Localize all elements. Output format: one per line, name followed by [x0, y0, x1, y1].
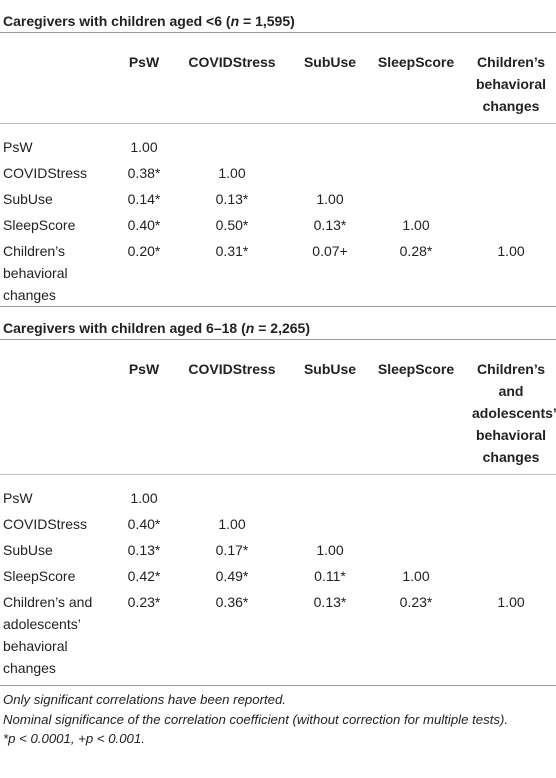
cell — [170, 134, 294, 160]
cell — [466, 186, 556, 212]
table-row: SubUse 0.13* 0.17* 1.00 — [0, 537, 556, 563]
cell: 1.00 — [316, 542, 344, 558]
table-row: COVIDStress 0.38* 1.00 — [0, 160, 556, 186]
cell: 0.36* — [215, 594, 249, 610]
note-line-1: Only significant correlations have been … — [3, 692, 286, 707]
cell — [294, 134, 366, 160]
cell: 1.00 — [130, 490, 158, 506]
row-label: SubUse — [3, 542, 53, 558]
cell: 1.00 — [497, 594, 525, 610]
row-label: Children’s behavioral changes — [3, 243, 68, 303]
correlation-table-figure: Caregivers with children aged <6 (n = 1,… — [0, 0, 556, 749]
section1-header-psw: PsW — [128, 54, 160, 70]
cell — [366, 485, 466, 511]
cell: 0.13* — [127, 542, 161, 558]
cell: 0.07+ — [312, 243, 348, 259]
table-row: Children’s behavioral changes 0.20* 0.31… — [0, 238, 556, 307]
row-label: COVIDStress — [3, 516, 88, 532]
cell — [466, 537, 556, 563]
cell — [466, 134, 556, 160]
section1-top-rule — [0, 32, 556, 51]
cell: 0.13* — [215, 191, 249, 207]
table-row: SleepScore 0.40* 0.50* 0.13* 1.00 — [0, 212, 556, 238]
row-label: SleepScore — [3, 217, 76, 233]
section2-header-psw: PsW — [128, 361, 160, 377]
section2-header-top-rule — [0, 339, 556, 358]
cell: 1.00 — [402, 568, 430, 584]
cell — [466, 485, 556, 511]
cell: 1.00 — [402, 217, 430, 233]
section1-title-row: Caregivers with children aged <6 (n = 1,… — [0, 0, 556, 33]
section2-header-row: PsW COVIDStress SubUse SleepScore Childr… — [0, 358, 556, 475]
cell: 1.00 — [497, 243, 525, 259]
cell: 0.20* — [127, 243, 161, 259]
cell: 0.38* — [127, 165, 161, 181]
cell: 0.23* — [127, 594, 161, 610]
section2-header-covidstress: COVIDStress — [188, 361, 276, 377]
cell — [366, 134, 466, 160]
cell — [294, 511, 366, 537]
cell: 1.00 — [130, 139, 158, 155]
row-label: Children’s and adolescents’ behavioral c… — [3, 594, 93, 676]
cell: 0.28* — [399, 243, 433, 259]
cell: 1.00 — [316, 191, 344, 207]
table-notes: Only significant correlations have been … — [0, 685, 556, 749]
cell: 0.40* — [127, 217, 161, 233]
cell: 0.13* — [313, 594, 347, 610]
table-row: PsW 1.00 — [0, 134, 556, 160]
cell: 0.14* — [127, 191, 161, 207]
cell: 0.50* — [215, 217, 249, 233]
section2-header-sleepscore: SleepScore — [377, 361, 455, 377]
section1-header-sleepscore: SleepScore — [377, 54, 455, 70]
row-label: SubUse — [3, 191, 53, 207]
cell — [294, 485, 366, 511]
table-row: SubUse 0.14* 0.13* 1.00 — [0, 186, 556, 212]
section2-top-rule — [0, 306, 556, 315]
section1-title: Caregivers with children aged <6 (n = 1,… — [3, 13, 295, 29]
section2-title: Caregivers with children aged 6–18 (n = … — [3, 320, 310, 336]
cell — [170, 485, 294, 511]
section1-header-rule — [0, 123, 556, 134]
row-label: PsW — [3, 139, 33, 155]
row-label: COVIDStress — [3, 165, 88, 181]
section2-header-rule — [0, 474, 556, 485]
cell — [366, 511, 466, 537]
cell — [366, 160, 466, 186]
section2-title-row: Caregivers with children aged 6–18 (n = … — [0, 315, 556, 340]
section1-header-covidstress: COVIDStress — [188, 54, 276, 70]
cell: 0.13* — [313, 217, 347, 233]
cell: 0.23* — [399, 594, 433, 610]
cell: 1.00 — [218, 165, 246, 181]
cell — [466, 212, 556, 238]
row-label: PsW — [3, 490, 33, 506]
cell: 0.40* — [127, 516, 161, 532]
cell — [466, 511, 556, 537]
cell: 0.17* — [215, 542, 249, 558]
cell — [294, 160, 366, 186]
table-row: PsW 1.00 — [0, 485, 556, 511]
cell — [366, 186, 466, 212]
cell — [366, 537, 466, 563]
cell: 1.00 — [218, 516, 246, 532]
cell: 0.11* — [314, 568, 346, 584]
correlation-table: Caregivers with children aged <6 (n = 1,… — [0, 0, 556, 685]
section2-header-behavior: Children’s and adolescents’ behavioral c… — [472, 361, 556, 465]
cell — [466, 160, 556, 186]
cell — [466, 563, 556, 589]
table-row: SleepScore 0.42* 0.49* 0.11* 1.00 — [0, 563, 556, 589]
section1-header-row: PsW COVIDStress SubUse SleepScore Childr… — [0, 51, 556, 124]
cell: 0.49* — [215, 568, 249, 584]
cell: 0.42* — [127, 568, 161, 584]
section2-header-subuse: SubUse — [303, 361, 357, 377]
table-row: Children’s and adolescents’ behavioral c… — [0, 589, 556, 685]
note-line-2: Nominal significance of the correlation … — [3, 711, 509, 727]
note-line-3: *p < 0.0001, +p < 0.001. — [3, 731, 145, 746]
table-row: COVIDStress 0.40* 1.00 — [0, 511, 556, 537]
cell: 0.31* — [215, 243, 249, 259]
row-label: SleepScore — [3, 568, 76, 584]
section1-header-subuse: SubUse — [303, 54, 357, 70]
section1-header-behavior: Children’s behavioral changes — [476, 54, 547, 114]
